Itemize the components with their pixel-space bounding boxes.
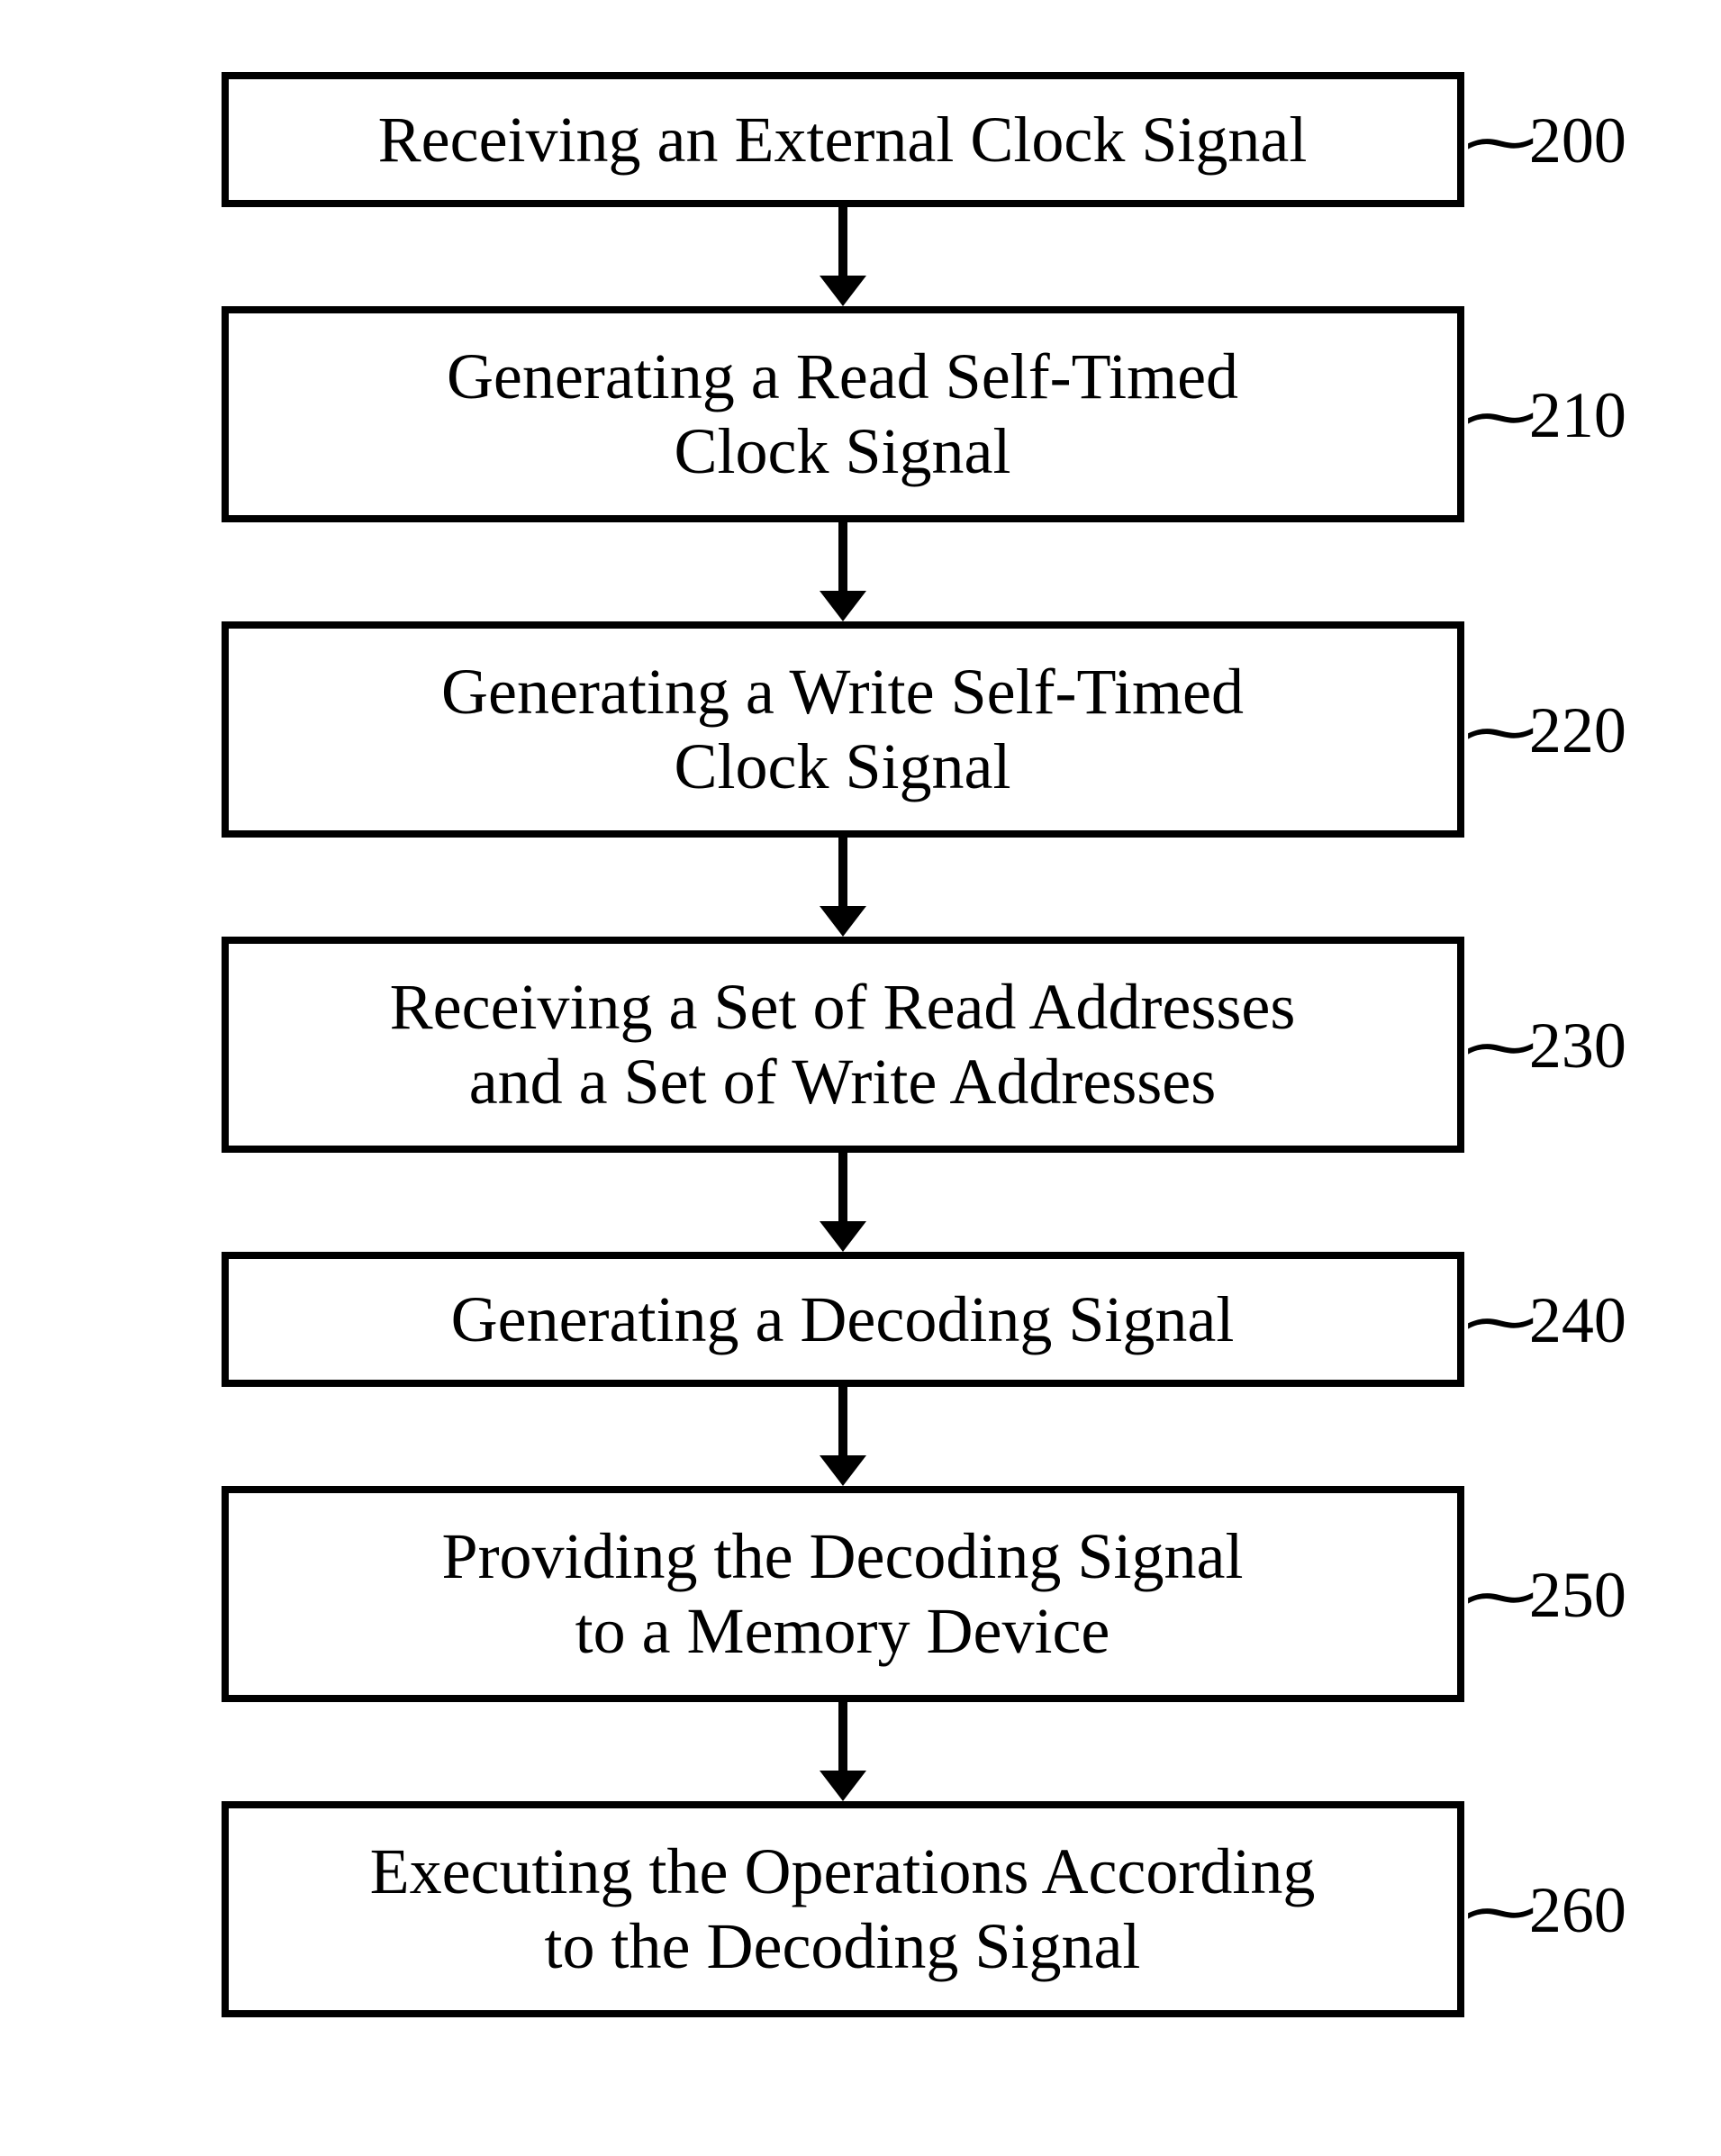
arrow-shaft	[838, 207, 847, 276]
flow-row: Generating a Read Self-TimedClock Signal…	[95, 306, 1626, 522]
step-260-text-line: to the Decoding Signal	[352, 1909, 1334, 1984]
step-200-text: Receiving an External Clock Signal	[342, 103, 1344, 177]
arrow-head	[820, 276, 866, 306]
arrow-shaft	[838, 1153, 847, 1221]
step-200-ref-label: ∼200	[1473, 102, 1626, 178]
step-210-label-cell: ∼210	[1464, 306, 1635, 522]
flow-arrow	[222, 207, 1464, 306]
flow-arrow	[222, 522, 1464, 621]
step-210-text: Generating a Read Self-TimedClock Signal	[411, 340, 1274, 489]
step-220-box: Generating a Write Self-TimedClock Signa…	[222, 621, 1464, 838]
step-200-label-cell: ∼200	[1464, 72, 1635, 207]
arrow-head	[820, 1771, 866, 1801]
step-220-text: Generating a Write Self-TimedClock Signa…	[405, 655, 1280, 804]
arrow-head	[820, 1221, 866, 1252]
step-220-text-line: Generating a Write Self-Timed	[423, 655, 1262, 729]
step-230-text: Receiving a Set of Read Addressesand a S…	[354, 970, 1332, 1119]
step-260-text: Executing the Operations Accordingto the…	[334, 1834, 1352, 1984]
flow-arrow	[222, 838, 1464, 937]
lead-line-icon: ∼	[1456, 104, 1544, 180]
arrow-shaft	[838, 838, 847, 906]
step-230-text-line: Receiving a Set of Read Addresses	[372, 970, 1314, 1045]
lead-line-icon: ∼	[1456, 1558, 1544, 1635]
step-250-text-line: Providing the Decoding Signal	[424, 1519, 1262, 1594]
step-200-text-line: Receiving an External Clock Signal	[360, 103, 1326, 177]
step-250-text: Providing the Decoding Signalto a Memory…	[406, 1519, 1280, 1669]
step-240-label-cell: ∼240	[1464, 1252, 1635, 1387]
step-230-text-line: and a Set of Write Addresses	[372, 1045, 1314, 1119]
step-230-box: Receiving a Set of Read Addressesand a S…	[222, 937, 1464, 1153]
diagram-canvas: Receiving an External Clock Signal ∼200 Ge…	[0, 0, 1721, 2156]
step-220-text-line: Clock Signal	[423, 729, 1262, 804]
arrow-shaft	[838, 1387, 847, 1455]
step-240-ref-label: ∼240	[1473, 1282, 1626, 1358]
step-210-box: Generating a Read Self-TimedClock Signal	[222, 306, 1464, 522]
step-240-box: Generating a Decoding Signal	[222, 1252, 1464, 1387]
lead-line-icon: ∼	[1456, 378, 1544, 455]
step-230-ref-label: ∼230	[1473, 1007, 1626, 1083]
lead-line-icon: ∼	[1456, 1873, 1544, 1950]
step-260-box: Executing the Operations Accordingto the…	[222, 1801, 1464, 2017]
arrow-shaft	[838, 1702, 847, 1771]
flow-arrow	[222, 1153, 1464, 1252]
flow-row: Executing the Operations Accordingto the…	[95, 1801, 1626, 2017]
flow-row: Providing the Decoding Signalto a Memory…	[95, 1486, 1626, 1702]
arrow-head	[820, 906, 866, 937]
arrow-head	[820, 591, 866, 621]
lead-line-icon: ∼	[1456, 1283, 1544, 1360]
step-220-ref-label: ∼220	[1473, 692, 1626, 768]
step-240-text: Generating a Decoding Signal	[415, 1282, 1271, 1357]
step-240-text-line: Generating a Decoding Signal	[433, 1282, 1253, 1357]
flow-row: Receiving an External Clock Signal ∼200	[95, 72, 1626, 207]
step-230-label-cell: ∼230	[1464, 937, 1635, 1153]
step-210-ref-label: ∼210	[1473, 376, 1626, 453]
arrow-head	[820, 1455, 866, 1486]
lead-line-icon: ∼	[1456, 693, 1544, 770]
flow-row: Generating a Write Self-TimedClock Signa…	[95, 621, 1626, 838]
flow-row: Receiving a Set of Read Addressesand a S…	[95, 937, 1626, 1153]
step-250-ref-label: ∼250	[1473, 1556, 1626, 1633]
flow-arrow	[222, 1702, 1464, 1801]
step-260-text-line: Executing the Operations According	[352, 1834, 1334, 1909]
flowchart: Receiving an External Clock Signal ∼200 Ge…	[95, 72, 1626, 2017]
step-210-text-line: Generating a Read Self-Timed	[429, 340, 1256, 414]
flow-row: Generating a Decoding Signal ∼240	[95, 1252, 1626, 1387]
step-200-box: Receiving an External Clock Signal	[222, 72, 1464, 207]
step-250-box: Providing the Decoding Signalto a Memory…	[222, 1486, 1464, 1702]
step-250-label-cell: ∼250	[1464, 1486, 1635, 1702]
step-250-text-line: to a Memory Device	[424, 1594, 1262, 1669]
step-260-ref-label: ∼260	[1473, 1871, 1626, 1948]
flow-arrow	[222, 1387, 1464, 1486]
step-220-label-cell: ∼220	[1464, 621, 1635, 838]
step-210-text-line: Clock Signal	[429, 414, 1256, 489]
arrow-shaft	[838, 522, 847, 591]
lead-line-icon: ∼	[1456, 1009, 1544, 1085]
step-260-label-cell: ∼260	[1464, 1801, 1635, 2017]
